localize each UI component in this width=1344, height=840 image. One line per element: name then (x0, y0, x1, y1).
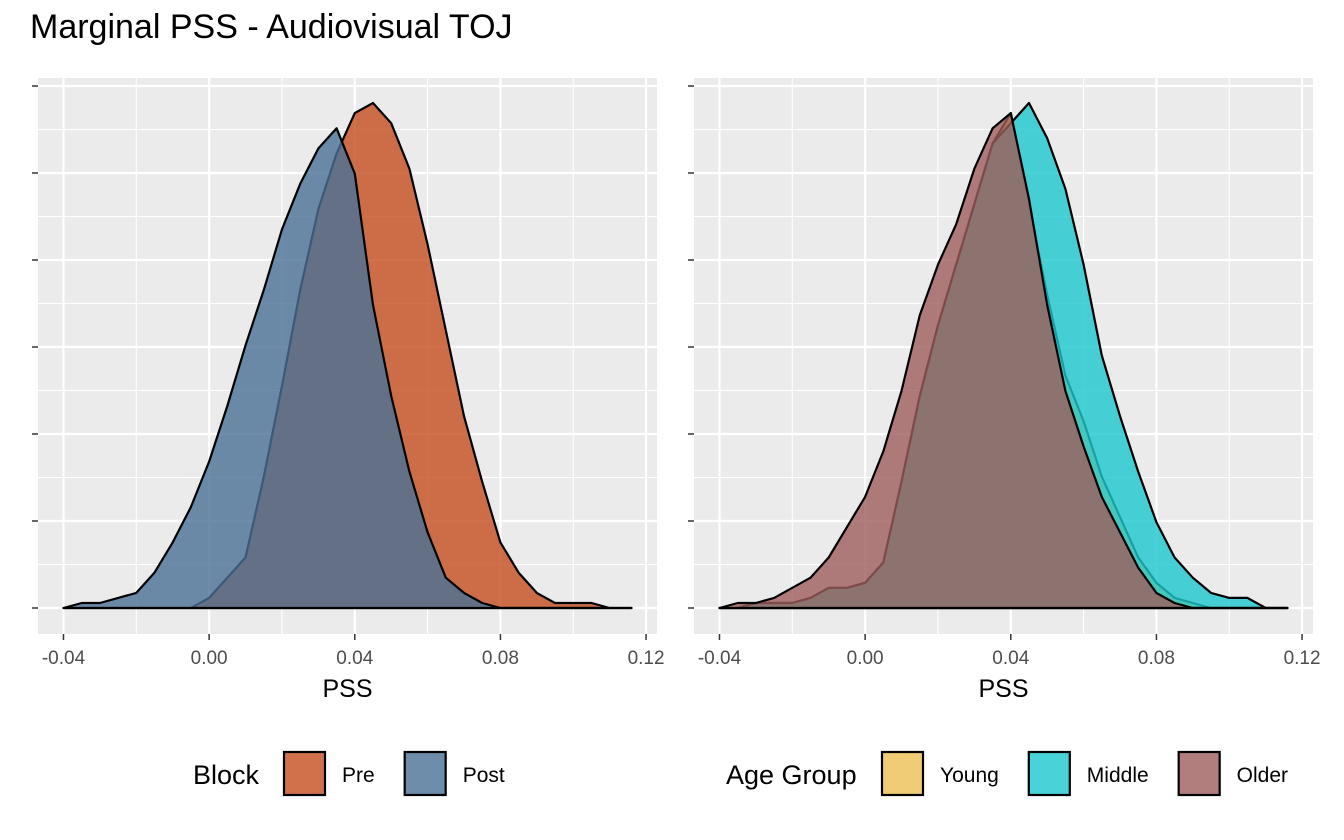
age-group-legend: Age Group Young Middle Older (726, 750, 1288, 797)
x-tick-label: 0.08 (482, 648, 519, 669)
legend-label-post: Post (463, 764, 505, 787)
x-tick-label: 0.00 (847, 648, 884, 669)
legend-title: Block (193, 760, 260, 790)
x-tick-label: 0.04 (336, 648, 373, 669)
legend-key-middle (1027, 750, 1071, 797)
x-tick-label: 0.12 (628, 648, 665, 669)
legend-label-older: Older (1237, 764, 1288, 787)
page-title: Marginal PSS - Audiovisual TOJ (30, 8, 513, 46)
legend-key-older (1177, 750, 1221, 797)
legend-key-post (403, 750, 447, 797)
x-axis-title: PSS (322, 675, 372, 703)
legend-label-young: Young (940, 764, 999, 787)
block-density-panel: -0.04 0.00 0.04 0.08 0.12 PSS (32, 78, 665, 703)
age-group-density-panel: -0.04 0.00 0.04 0.08 0.12 PSS (688, 78, 1321, 703)
x-tick-label: -0.04 (698, 648, 742, 669)
x-tick-label: -0.04 (42, 648, 86, 669)
legend-key-young (880, 750, 925, 797)
x-tick-label: 0.04 (992, 648, 1029, 669)
legend-label-middle: Middle (1087, 764, 1149, 787)
density-area-post (62, 127, 633, 610)
x-tick-label: 0.12 (1284, 648, 1321, 669)
x-tick-label: 0.00 (191, 648, 228, 669)
x-tick-label: 0.08 (1138, 648, 1175, 669)
legend-key-pre (282, 750, 327, 797)
density-area-older (718, 112, 1289, 610)
legend-label-pre: Pre (342, 764, 375, 787)
legend-title: Age Group (726, 760, 857, 790)
block-legend: Block Pre Post (193, 750, 505, 797)
x-axis-title: PSS (978, 675, 1028, 703)
